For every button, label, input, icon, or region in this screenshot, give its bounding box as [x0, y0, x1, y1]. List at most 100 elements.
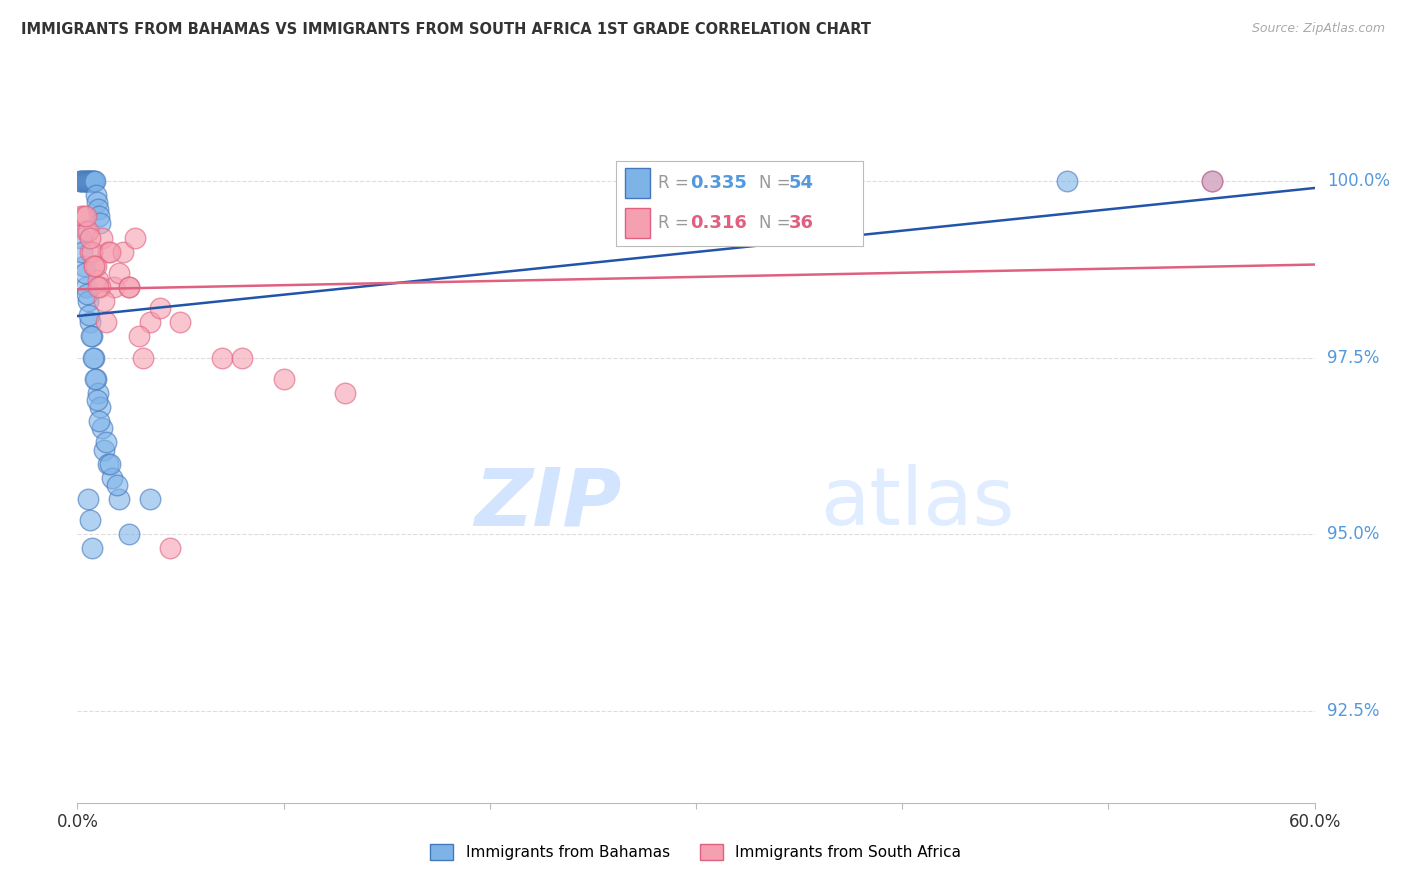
- Point: [72, 244, 94, 259]
- Point: [73, 266, 96, 280]
- Text: atlas: atlas: [820, 464, 1014, 542]
- Point: [138, 315, 160, 329]
- Text: 92.5%: 92.5%: [1327, 702, 1379, 720]
- Point: [72, 174, 94, 188]
- Point: [128, 329, 150, 343]
- Point: [76, 294, 98, 309]
- Point: [87, 202, 110, 217]
- Point: [231, 351, 253, 365]
- Point: [69, 174, 91, 188]
- Point: [96, 435, 118, 450]
- Text: 0.335: 0.335: [690, 174, 747, 193]
- Text: R =: R =: [658, 174, 693, 193]
- Text: N =: N =: [759, 174, 796, 193]
- Point: [75, 174, 97, 188]
- Point: [87, 414, 110, 428]
- Point: [97, 457, 120, 471]
- Point: [70, 174, 93, 188]
- Point: [83, 174, 105, 188]
- Point: [77, 308, 100, 322]
- Text: Source: ZipAtlas.com: Source: ZipAtlas.com: [1251, 22, 1385, 36]
- Point: [101, 471, 124, 485]
- Point: [80, 174, 103, 188]
- Point: [91, 230, 114, 244]
- Text: N =: N =: [759, 214, 796, 232]
- Point: [80, 541, 103, 556]
- Point: [79, 174, 101, 188]
- Point: [83, 351, 105, 365]
- Point: [70, 210, 93, 224]
- Point: [72, 210, 94, 224]
- Bar: [626, 208, 650, 237]
- Point: [84, 259, 107, 273]
- Point: [83, 372, 105, 386]
- Point: [273, 372, 295, 386]
- Point: [98, 457, 121, 471]
- Point: [132, 351, 155, 365]
- Point: [149, 301, 172, 316]
- Point: [87, 386, 110, 401]
- Point: [79, 230, 101, 244]
- Point: [118, 280, 141, 294]
- Point: [84, 188, 107, 202]
- Point: [80, 244, 103, 259]
- Point: [76, 174, 98, 188]
- Point: [76, 287, 98, 301]
- Point: [89, 400, 111, 414]
- Point: [1201, 174, 1223, 188]
- Point: [87, 280, 110, 294]
- Point: [77, 174, 100, 188]
- Point: [73, 174, 96, 188]
- Text: 95.0%: 95.0%: [1327, 525, 1379, 543]
- Point: [118, 527, 141, 541]
- Point: [76, 491, 98, 506]
- Point: [111, 244, 134, 259]
- Point: [79, 244, 101, 259]
- Point: [138, 491, 160, 506]
- Text: 100.0%: 100.0%: [1327, 172, 1391, 190]
- Point: [97, 244, 120, 259]
- Point: [72, 174, 94, 188]
- Point: [70, 230, 93, 244]
- Point: [80, 329, 103, 343]
- Point: [80, 329, 103, 343]
- Point: [72, 259, 94, 273]
- Point: [1201, 174, 1223, 188]
- Point: [89, 216, 111, 230]
- Point: [335, 386, 357, 401]
- Point: [98, 244, 121, 259]
- Text: 0.316: 0.316: [690, 214, 747, 232]
- Point: [103, 280, 125, 294]
- Point: [107, 491, 129, 506]
- Point: [1056, 174, 1078, 188]
- Text: 36: 36: [789, 214, 814, 232]
- Point: [86, 393, 108, 408]
- Point: [87, 273, 110, 287]
- Point: [211, 351, 233, 365]
- Point: [169, 315, 191, 329]
- Point: [76, 174, 98, 188]
- Text: 54: 54: [789, 174, 814, 193]
- Legend: Immigrants from Bahamas, Immigrants from South Africa: Immigrants from Bahamas, Immigrants from…: [425, 838, 967, 866]
- Text: ZIP: ZIP: [474, 464, 621, 542]
- Point: [91, 421, 114, 435]
- Point: [89, 280, 111, 294]
- Point: [79, 315, 101, 329]
- Text: R =: R =: [658, 214, 693, 232]
- Point: [75, 223, 97, 237]
- Point: [83, 259, 105, 273]
- Point: [79, 513, 101, 527]
- Point: [83, 174, 105, 188]
- Point: [107, 266, 129, 280]
- Point: [84, 372, 107, 386]
- Point: [87, 210, 110, 224]
- Point: [105, 478, 128, 492]
- Point: [80, 174, 103, 188]
- Point: [118, 280, 141, 294]
- Point: [75, 280, 97, 294]
- Point: [75, 210, 97, 224]
- Point: [93, 442, 115, 457]
- Text: IMMIGRANTS FROM BAHAMAS VS IMMIGRANTS FROM SOUTH AFRICA 1ST GRADE CORRELATION CH: IMMIGRANTS FROM BAHAMAS VS IMMIGRANTS FR…: [21, 22, 872, 37]
- Point: [159, 541, 181, 556]
- Point: [82, 351, 104, 365]
